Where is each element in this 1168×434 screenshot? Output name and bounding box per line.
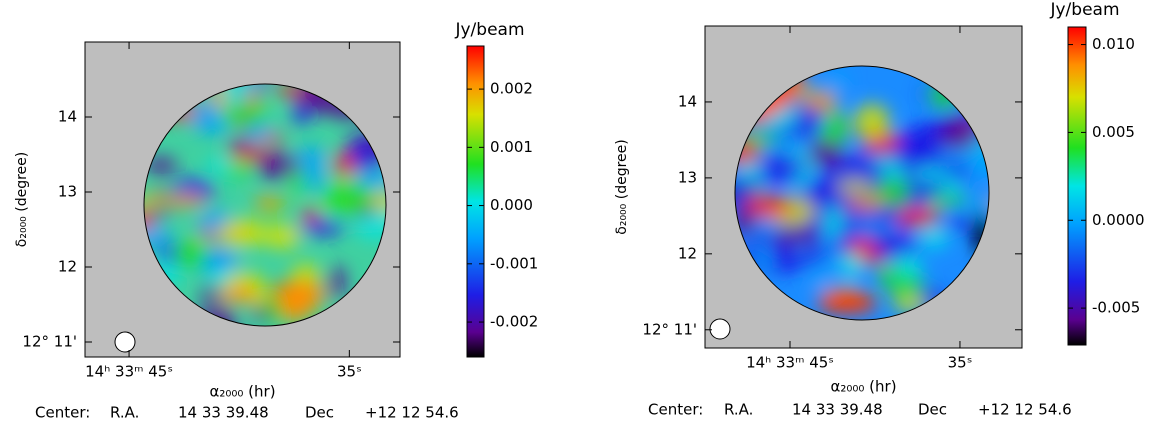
y-tick-label: 12 — [58, 258, 77, 276]
center-caption: 14 33 39.48 — [792, 401, 883, 419]
colorbar-tick-label: 0.000 — [490, 196, 533, 214]
map-blob — [745, 194, 791, 218]
beam — [114, 331, 136, 353]
colorbar-tick-label: -0.002 — [490, 313, 538, 331]
map-blob — [295, 147, 328, 169]
map-blob — [836, 180, 873, 193]
y-tick-label: 12 — [678, 244, 697, 262]
colorbar-tick-label: -0.005 — [1092, 299, 1140, 317]
center-caption: Dec — [305, 404, 334, 422]
map-blob — [291, 104, 313, 125]
map-blob — [229, 148, 268, 161]
plot-frame — [704, 25, 1023, 349]
center-caption: Center: — [648, 401, 703, 419]
map-blob — [938, 117, 979, 151]
map-blob — [853, 103, 890, 139]
map-blob — [845, 197, 886, 210]
center-caption: +12 12 54.6 — [365, 404, 459, 422]
map-blob — [278, 279, 327, 311]
center-caption: +12 12 54.6 — [978, 401, 1072, 419]
center-caption: Center: — [35, 404, 90, 422]
colorbar-tick-label: 0.010 — [1092, 35, 1135, 53]
map-blob — [896, 208, 930, 228]
map-blob — [219, 84, 257, 100]
center-caption: Dec — [918, 401, 947, 419]
map-blob — [870, 231, 918, 259]
x-tick-label: 14ʰ 33ᵐ 45ˢ — [85, 363, 173, 381]
colorbar-tick-label: 0.002 — [490, 80, 533, 98]
y-axis-label: δ₂₀₀₀ (degree) — [14, 152, 30, 247]
map-blob — [242, 123, 274, 141]
map-blob — [199, 284, 220, 305]
map — [735, 66, 989, 320]
map-blob — [172, 239, 209, 270]
map-blob — [144, 194, 177, 207]
colorbar — [466, 45, 485, 358]
map-blob — [923, 192, 969, 207]
y-tick-label: 14 — [678, 92, 697, 110]
y-axis-label: δ₂₀₀₀ (degree) — [614, 139, 630, 234]
map-blob — [254, 152, 300, 180]
colorbar-tick-label: 0.005 — [1092, 123, 1135, 141]
map-blob — [911, 166, 948, 182]
map-blob — [811, 262, 831, 290]
map-blob — [948, 212, 968, 233]
x-axis-label: α₂₀₀₀ (hr) — [830, 378, 896, 396]
map-blob — [215, 284, 258, 304]
map-blob — [262, 223, 302, 249]
colorbar — [1067, 26, 1087, 346]
y-tick-label: 13 — [58, 183, 77, 201]
x-tick-label: 14ʰ 33ᵐ 45ˢ — [746, 354, 834, 372]
map-blob — [144, 223, 171, 249]
map-blob — [941, 176, 961, 193]
colorbar-label: Jy/beam — [1049, 0, 1119, 20]
map-blob — [323, 181, 375, 217]
colorbar-label: Jy/beam — [454, 20, 524, 40]
beam — [709, 318, 731, 340]
map-blob — [817, 293, 877, 313]
map-blob — [839, 252, 863, 279]
colorbar-tick-label: -0.001 — [490, 254, 538, 272]
map-blob — [206, 156, 232, 175]
center-caption: R.A. — [724, 401, 753, 419]
map-edge — [143, 83, 387, 327]
center-caption: 14 33 39.48 — [178, 404, 269, 422]
map-blob — [218, 218, 267, 248]
y-tick-label: 13 — [678, 168, 697, 186]
colorbar-tick-label: 0.001 — [490, 138, 533, 156]
y-tick-label: 12° 11' — [22, 333, 77, 351]
colorbar-tick-label: 0.0000 — [1092, 211, 1145, 229]
map-blob — [328, 265, 346, 299]
map-blob — [803, 179, 829, 198]
y-tick-label: 14 — [58, 108, 77, 126]
map-blob — [823, 205, 844, 238]
map-blob — [826, 70, 849, 90]
map-blob — [264, 292, 284, 324]
map-blob — [735, 167, 750, 183]
map-blob — [752, 221, 783, 235]
map-blob — [807, 139, 846, 169]
map-edge — [734, 65, 990, 321]
map-blob — [300, 208, 321, 223]
map-blob — [920, 227, 949, 250]
map-blob — [223, 94, 243, 108]
map-blob — [253, 196, 285, 210]
map-blob — [218, 101, 267, 128]
map-blob — [144, 210, 155, 231]
x-tick-label: 35ˢ — [948, 354, 973, 372]
y-tick-label: 12° 11' — [642, 320, 697, 338]
map-blob — [757, 152, 805, 185]
map-blob — [295, 220, 348, 236]
x-axis-label: α₂₀₀₀ (hr) — [209, 383, 275, 401]
map-blob — [847, 220, 894, 233]
map-blob — [895, 254, 923, 277]
plot-frame — [84, 41, 401, 358]
x-tick-label: 35ˢ — [337, 363, 362, 381]
center-caption: R.A. — [110, 404, 139, 422]
map-blob — [303, 165, 325, 190]
map-blob — [770, 227, 821, 246]
